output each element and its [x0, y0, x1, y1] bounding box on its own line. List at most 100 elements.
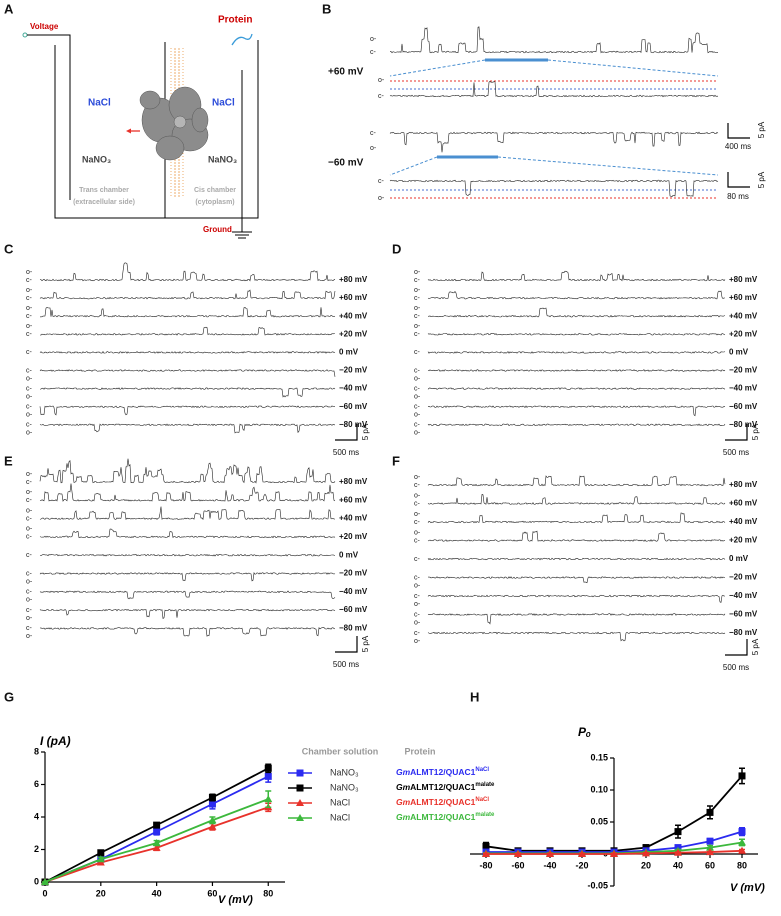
voltage-label: −20 mV [729, 573, 758, 582]
y-tick-label: 0.05 [590, 816, 608, 826]
current-trace [427, 387, 726, 390]
data-point [546, 850, 554, 857]
state-label: o- [414, 474, 421, 481]
arrow-head [126, 128, 131, 134]
x-tick-label: 80 [263, 888, 273, 898]
voltage-label: −40 mV [729, 591, 758, 600]
data-point [738, 846, 746, 854]
state-label: c- [378, 178, 385, 185]
state-label: c- [26, 367, 33, 374]
state-label: c- [26, 534, 33, 541]
voltage-label: −60 mV [729, 610, 758, 619]
data-point [738, 772, 746, 780]
voltage-label: +20 mV [729, 329, 758, 338]
state-label: c- [26, 625, 33, 632]
x-tick-label: 80 [737, 860, 747, 870]
current-trace [39, 590, 336, 600]
x-tick-label: 20 [96, 888, 106, 898]
voltage-label: +20 mV [339, 532, 368, 541]
current-trace [427, 290, 726, 300]
state-label: o- [414, 269, 421, 276]
state-label: o- [26, 615, 33, 622]
current-trace [427, 557, 726, 561]
voltage-label: +80 mV [729, 480, 758, 489]
current-trace [427, 369, 726, 372]
label: NaCl [88, 98, 111, 109]
data-point [738, 828, 746, 836]
current-trace [427, 475, 726, 487]
state-label: o- [26, 633, 33, 640]
state-label: o- [26, 305, 33, 312]
x-tick-label: 60 [705, 860, 715, 870]
scale-label: 80 ms [727, 192, 749, 201]
current-trace [427, 423, 726, 426]
current-trace [39, 608, 336, 620]
state-label: o- [26, 471, 33, 478]
voltage-label: +60 mV [339, 293, 368, 302]
state-label: c- [414, 331, 421, 338]
current-trace [39, 262, 336, 282]
voltage-label: −20 mV [339, 366, 368, 375]
scale-bar [725, 424, 748, 441]
current-trace [39, 387, 336, 398]
label: Ground [203, 225, 232, 234]
current-trace [427, 631, 726, 642]
scale-bar [335, 636, 358, 653]
current-trace [39, 369, 336, 377]
voltage-label: −20 mV [339, 569, 368, 578]
protein-icon [231, 33, 253, 46]
label: Voltage [30, 22, 59, 31]
current-trace [39, 423, 336, 434]
protein-name: ALMT12/QUAC1 [410, 812, 475, 822]
protein-structure [139, 86, 209, 161]
current-trace [389, 179, 719, 197]
panel-label: G [4, 689, 14, 704]
data-point [674, 848, 682, 856]
current-trace [39, 306, 336, 318]
state-label: o- [414, 601, 421, 608]
panel-label: H [470, 689, 479, 704]
voltage-label: −40 mV [339, 587, 368, 596]
scale-label: 5 pA [361, 423, 370, 440]
voltage-label: −40 mV [339, 384, 368, 393]
current-trace [39, 483, 336, 502]
state-label: o- [378, 77, 385, 84]
voltage-label: −80 mV [339, 624, 368, 633]
voltage-label: +20 mV [339, 329, 368, 338]
state-label: o- [414, 430, 421, 437]
voltage-label: +80 mV [339, 477, 368, 486]
state-label: c- [26, 349, 33, 356]
state-label: c- [414, 519, 421, 526]
voltage-label: −40 mV [729, 384, 758, 393]
y-tick-label: 6 [34, 779, 39, 789]
state-label: o- [26, 489, 33, 496]
schematic: Voltage Protein NaCl NaCl NaNO₃ NaNO₃ Tr… [22, 15, 259, 239]
data-point [208, 816, 217, 824]
scale-label: 500 ms [333, 448, 359, 457]
current-trace [427, 405, 726, 417]
state-label: c- [26, 422, 33, 429]
state-label: c- [414, 537, 421, 544]
state-label: o- [414, 511, 421, 518]
protein-prefix: Gm [396, 812, 411, 822]
voltage-label: +60 mV [729, 293, 758, 302]
voltage-label: 0 mV [729, 554, 749, 563]
legend-protein: GmALMT12/QUAC1NaCl [396, 797, 489, 808]
protein-prefix: Gm [396, 797, 411, 807]
state-label: o- [26, 597, 33, 604]
legend-protein: GmALMT12/QUAC1NaCl [396, 767, 489, 778]
electrode [27, 34, 71, 200]
state-label: o- [414, 323, 421, 330]
state-label: o- [414, 287, 421, 294]
scale-label: 5 pA [757, 121, 766, 138]
data-point [152, 843, 161, 851]
scale-bar [727, 123, 750, 139]
state-label: o- [414, 529, 421, 536]
label: NaNO₃ [82, 154, 111, 164]
current-trace [389, 80, 719, 98]
state-label: c- [414, 367, 421, 374]
voltage-label: −80 mV [729, 420, 758, 429]
zoom-guide [389, 59, 486, 77]
x-axis-label: V (mV) [730, 882, 765, 894]
data-point [208, 822, 217, 830]
